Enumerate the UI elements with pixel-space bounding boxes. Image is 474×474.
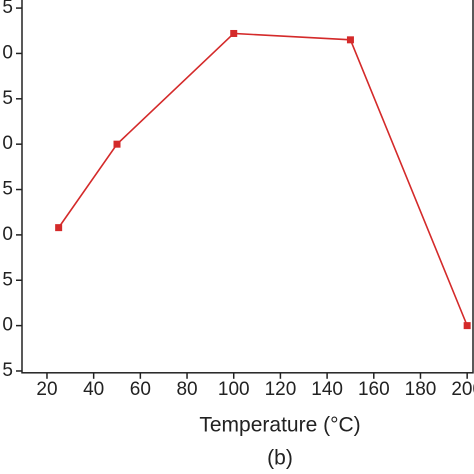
x-tick-label: 180 [405,379,437,400]
x-tick-label: 100 [218,379,250,400]
y-tick-label: 5 [2,88,13,109]
x-tick-label: 80 [176,379,197,400]
x-tick-label: 200 [451,379,474,400]
x-tick-label: 140 [311,379,343,400]
x-tick-label: 160 [358,379,390,400]
y-tick-label: 5 [2,179,13,200]
x-tick-label: 20 [36,379,57,400]
data-point [55,224,63,232]
y-tick-label: 0 [2,133,13,154]
x-tick-label: 40 [83,379,104,400]
subtitle: (b) [267,447,293,470]
plot-frame [21,0,474,374]
x-tick-label: 120 [265,379,297,400]
y-tick-label: 0 [2,224,13,245]
x-tick-label: 60 [130,379,151,400]
data-point [113,140,121,148]
y-tick-label: 5 [2,360,13,381]
x-axis-title: Temperature (°C) [199,414,360,437]
y-tick-label: 5 [2,269,13,290]
data-point [230,29,238,37]
y-tick-label: 5 [2,0,13,18]
data-point [463,322,471,330]
data-line [57,32,468,326]
y-tick-label: 0 [2,315,13,336]
data-point [346,36,354,44]
y-tick-label: 0 [2,42,13,63]
